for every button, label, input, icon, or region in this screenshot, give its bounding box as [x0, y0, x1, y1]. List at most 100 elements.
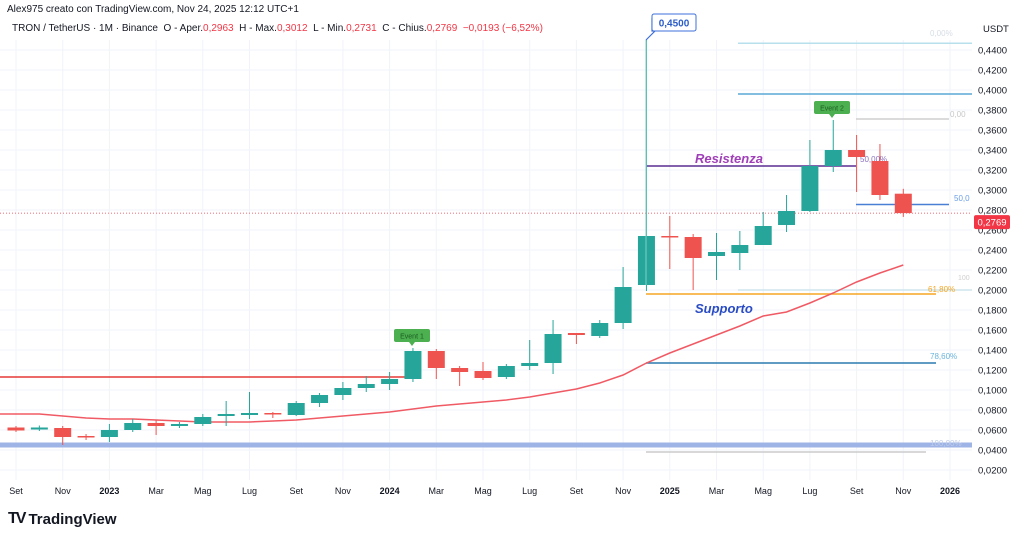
brand-name: TradingView: [28, 510, 117, 528]
y-tick-label: 0,0400: [978, 446, 1007, 457]
candle-body: [778, 211, 796, 225]
candle-body: [404, 351, 422, 379]
x-tick-label: Lug: [242, 486, 257, 496]
x-tick-label: Nov: [55, 486, 72, 496]
open-value: 0,2963: [203, 23, 234, 34]
x-tick-label: 2026: [940, 486, 960, 496]
candle-body: [311, 395, 329, 403]
fib-label: 50,00%: [860, 155, 887, 164]
tradingview-logo: TV TradingView: [8, 510, 117, 528]
fib-label: 61,80%: [928, 285, 955, 294]
y-tick-label: 0,2200: [978, 266, 1007, 277]
candle-body: [591, 323, 609, 336]
candle-body: [7, 427, 25, 431]
fib-label: 0,00: [950, 110, 966, 119]
x-tick-label: 2023: [99, 486, 119, 496]
y-tick-label: 0,0800: [978, 406, 1007, 417]
fib-label: 78,60%: [930, 352, 957, 361]
y-tick-label: 0,0200: [978, 466, 1007, 477]
x-tick-label: Mag: [194, 486, 212, 496]
y-tick-label: 0,3800: [978, 106, 1007, 117]
high-value: 0,3012: [276, 23, 308, 34]
fib-label: 50,0: [954, 194, 970, 203]
candle-body: [451, 368, 469, 372]
change-value: −0,0193 (−6,52%): [462, 23, 543, 34]
high-callout-label: 0,4500: [659, 19, 690, 30]
event-badge: [814, 101, 850, 114]
candle-body: [147, 423, 165, 426]
candle-body: [801, 166, 819, 211]
candle-body: [708, 252, 725, 256]
currency-label: USDT: [983, 24, 1009, 35]
x-tick-label: Lug: [802, 486, 817, 496]
candle-body: [241, 413, 258, 415]
last-price-label: 0,2769: [977, 218, 1006, 229]
candle-body: [848, 150, 866, 157]
event-badge: [394, 329, 430, 342]
event-label: Event 2: [820, 106, 844, 113]
y-tick-label: 0,2000: [978, 286, 1007, 297]
fib-label: 100: [958, 275, 970, 282]
author-line: Alex975 creato con TradingView.com, Nov …: [7, 4, 299, 15]
candle-body: [474, 371, 492, 378]
resistance-label: Resistenza: [695, 151, 763, 166]
candle-body: [217, 414, 235, 416]
candle-body: [497, 366, 515, 377]
x-tick-label: Nov: [895, 486, 912, 496]
candle-body: [334, 388, 352, 395]
moving-average-line: [0, 264, 904, 423]
candle-body: [194, 417, 212, 424]
y-tick-label: 0,1600: [978, 326, 1007, 337]
candle-body: [614, 287, 632, 323]
high-label: H - Max.: [239, 23, 277, 34]
event-badge-pointer: [409, 342, 415, 346]
high-callout-box: [651, 13, 697, 32]
x-tick-label: 2025: [660, 486, 680, 496]
ohlc-legend: TRON / TetherUS · 1M · Binance O - Aper.…: [12, 23, 543, 34]
event-badge-pointer: [829, 114, 835, 118]
support-label: Supporto: [695, 301, 753, 316]
y-tick-label: 0,3400: [978, 146, 1007, 157]
event-label: Event 1: [400, 334, 424, 341]
x-tick-label: Nov: [615, 486, 632, 496]
x-tick-label: Set: [850, 486, 864, 496]
candle-body: [871, 161, 889, 195]
x-tick-label: Lug: [522, 486, 537, 496]
x-tick-label: Mag: [754, 486, 772, 496]
x-tick-label: Set: [9, 486, 23, 496]
y-tick-label: 0,1000: [978, 386, 1007, 397]
candle-body: [77, 436, 95, 438]
candle-body: [427, 351, 445, 368]
candle-body: [684, 237, 702, 258]
candle-body: [731, 245, 749, 253]
fib-label: 100,00%: [930, 439, 962, 448]
last-price-badge: [974, 215, 1010, 230]
candle-body: [894, 193, 912, 214]
candle-body: [54, 428, 72, 437]
y-tick-label: 0,1400: [978, 346, 1007, 357]
y-tick-label: 0,3600: [978, 126, 1007, 137]
x-tick-label: Nov: [335, 486, 352, 496]
y-tick-label: 0,3200: [978, 166, 1007, 177]
low-value: 0,2731: [346, 23, 377, 34]
symbol-label[interactable]: TRON / TetherUS · 1M · Binance: [12, 23, 158, 34]
y-tick-label: 0,2400: [978, 246, 1007, 257]
price-chart[interactable]: 0,4400 0,4200 0,4000 0,3800 0,3600 0,3400 0,32…: [0, 0, 1024, 500]
candle-body: [170, 424, 188, 426]
candle-body: [30, 427, 48, 430]
candle-body: [661, 236, 679, 238]
y-tick-label: 0,4200: [978, 66, 1007, 77]
candle-body: [124, 423, 142, 430]
x-tick-label: Set: [289, 486, 303, 496]
x-tick-label: Mar: [148, 486, 164, 496]
x-tick-label: Set: [570, 486, 584, 496]
y-tick-label: 0,1200: [978, 366, 1007, 377]
candle-body: [544, 334, 562, 363]
close-label: C - Chius.: [382, 23, 427, 34]
candle-body: [567, 333, 585, 335]
candle-body: [381, 379, 399, 384]
x-tick-label: Mar: [429, 486, 445, 496]
candle-body: [754, 226, 772, 245]
fib-label: 0,00%: [930, 29, 953, 38]
candle-body: [287, 403, 305, 415]
